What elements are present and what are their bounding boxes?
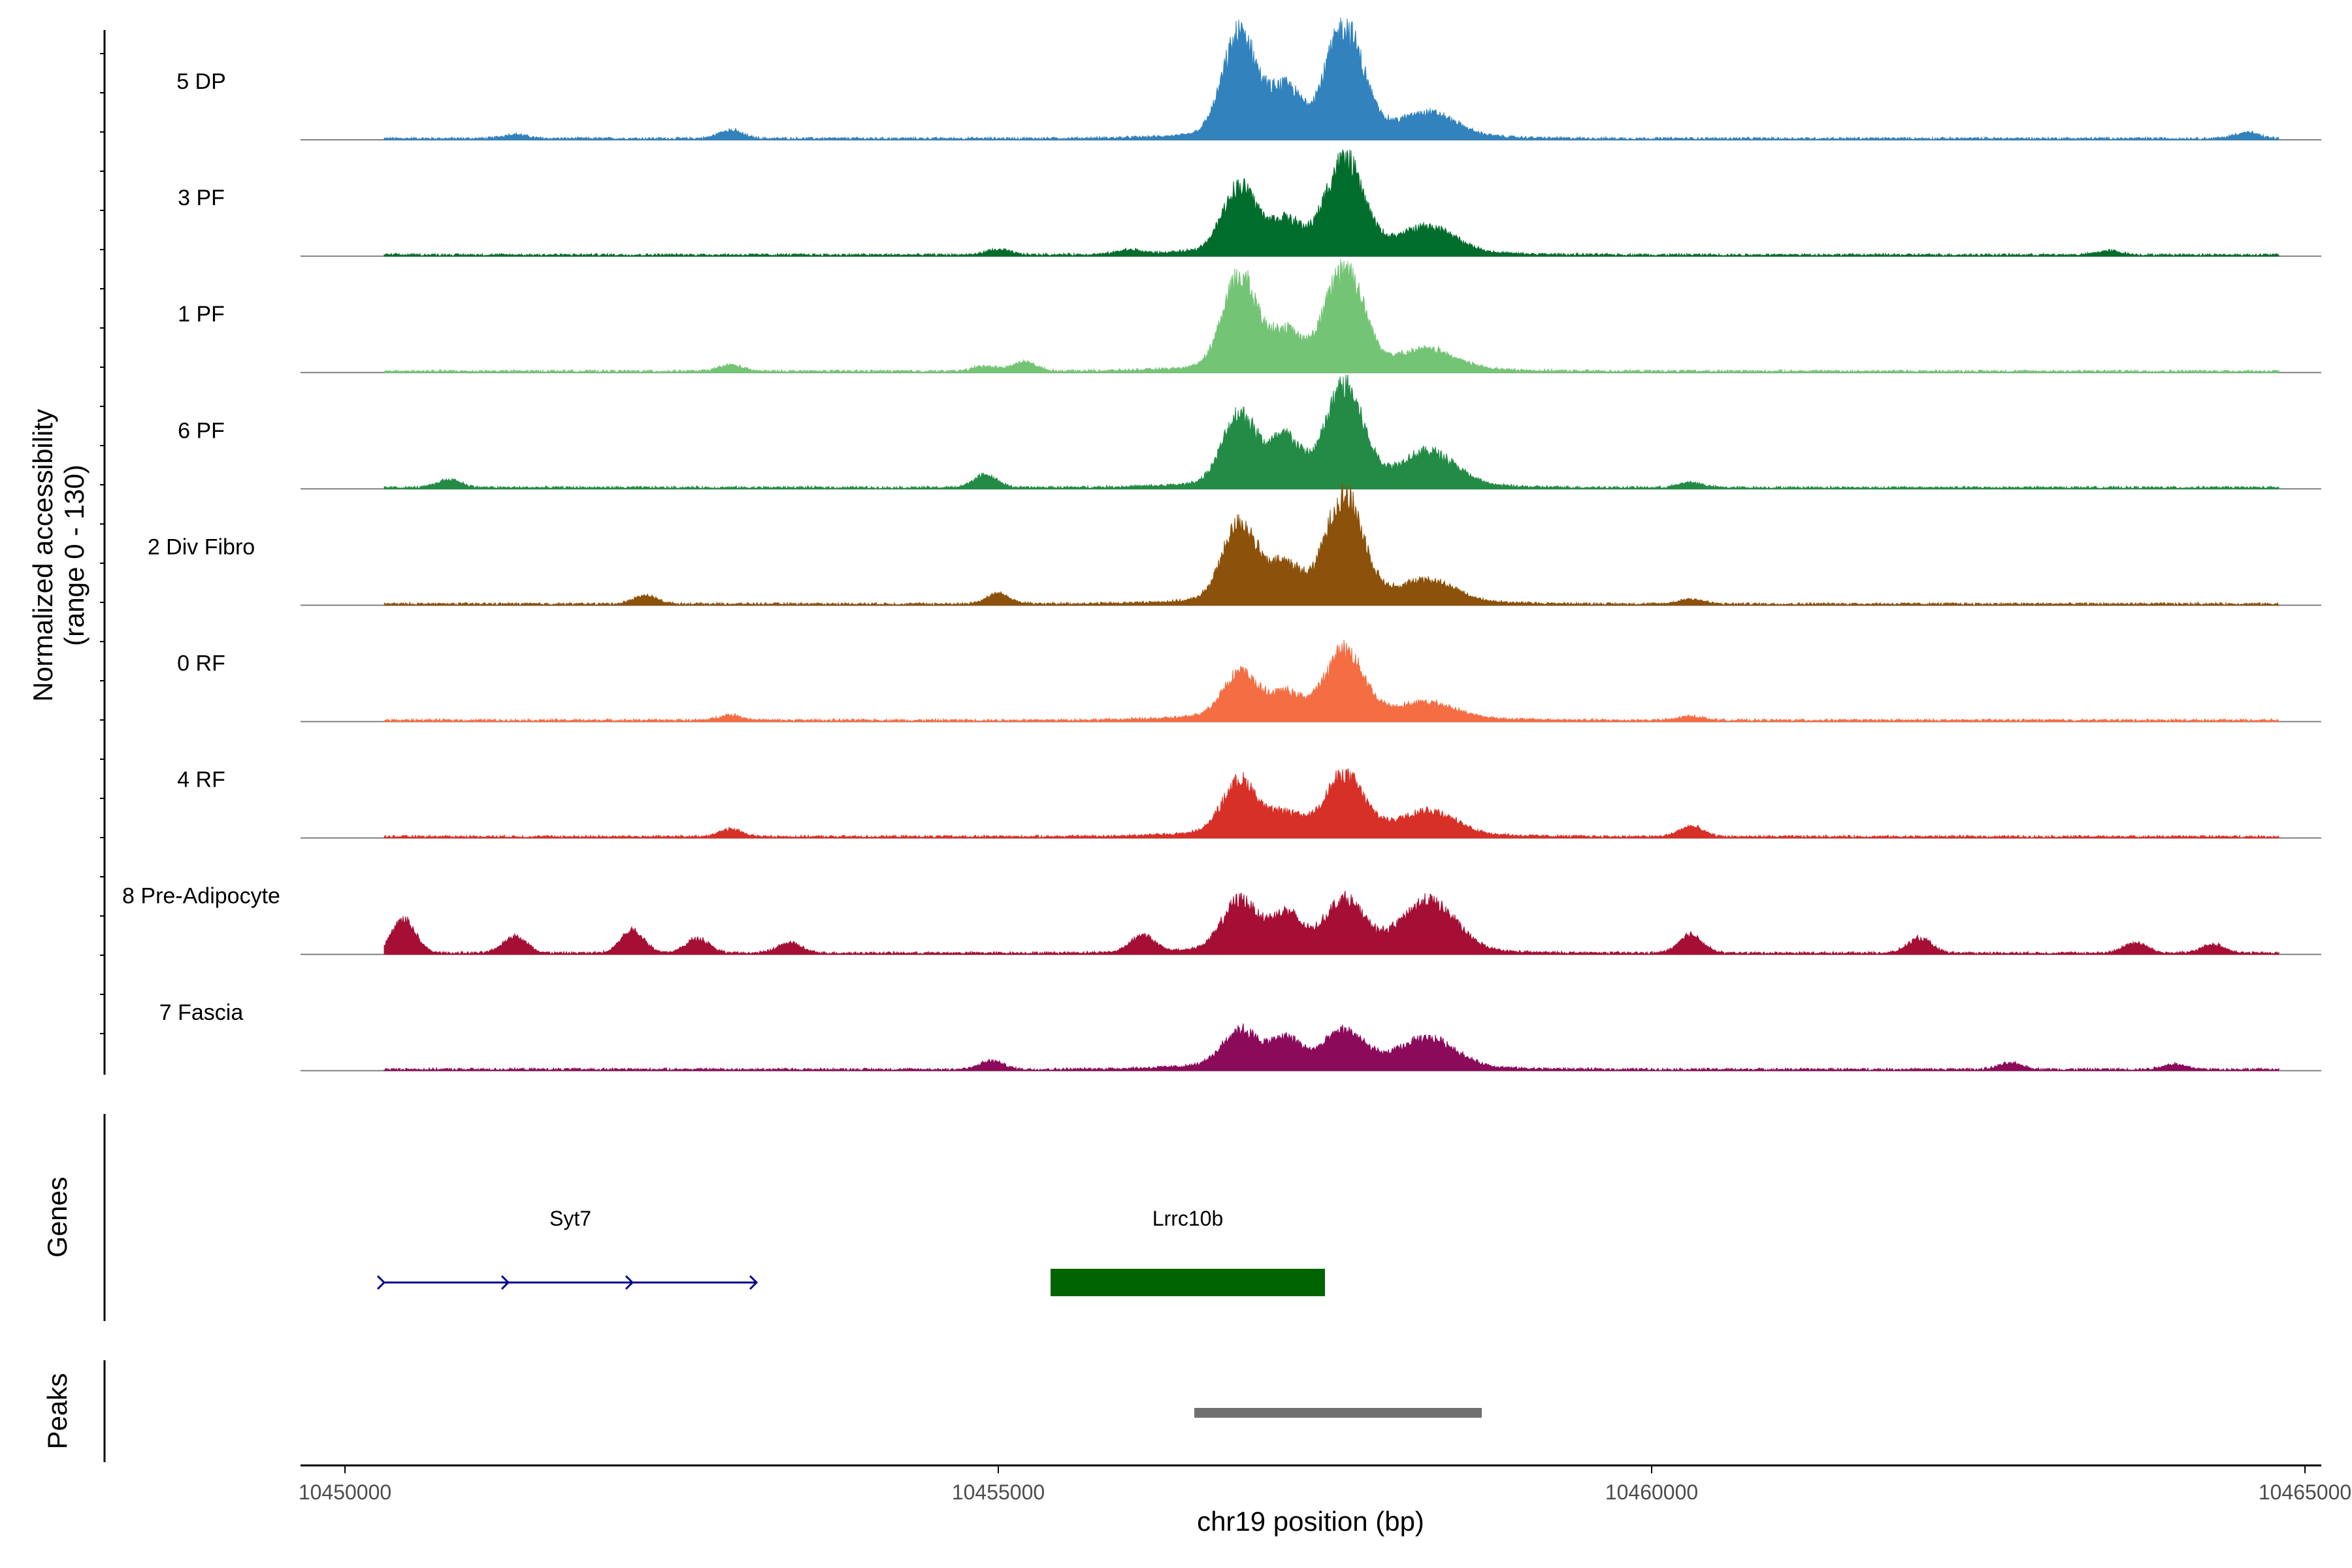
x-axis-title: chr19 position (bp) <box>1197 1506 1424 1537</box>
gene-lrrc10b: Lrrc10b <box>1051 1207 1325 1296</box>
track-3-pf: 3 PF <box>178 148 2321 257</box>
coverage-area-4-rf <box>384 768 2279 840</box>
x-tick-label: 10460000 <box>1605 1480 1698 1504</box>
track-label-2-div-fibro: 2 Div Fibro <box>148 534 255 559</box>
track-7-fascia: 7 Fascia <box>159 1000 2321 1072</box>
track-5-dp: 5 DP <box>176 17 2321 141</box>
coverage-area-8-pre-adipocyte <box>384 890 2279 956</box>
track-0-rf: 0 RF <box>177 640 2321 723</box>
peaks-track <box>1194 1408 1482 1418</box>
track-4-rf: 4 RF <box>177 768 2321 840</box>
track-8-pre-adipocyte: 8 Pre-Adipocyte <box>122 884 2321 956</box>
strand-arrow <box>500 1275 510 1290</box>
track-label-6-pf: 6 PF <box>178 418 225 443</box>
x-axis-ticks: 10450000 10455000 10460000 10465000 <box>299 1465 2351 1504</box>
x-tick-label: 10450000 <box>299 1480 391 1504</box>
coverage-y-ticks <box>100 53 105 1034</box>
coverage-area-5-dp <box>384 17 2279 141</box>
coverage-area-6-pf <box>384 374 2279 491</box>
coverage-area-1-pf <box>384 259 2279 374</box>
track-label-0-rf: 0 RF <box>177 651 225 676</box>
gene-label-lrrc10b: Lrrc10b <box>1152 1207 1224 1230</box>
gene-body-lrrc10b <box>1051 1269 1325 1296</box>
genes-track: Syt7 Lrrc10b <box>376 1207 1325 1296</box>
coverage-tracks: 5 DP 3 PF 1 PF 6 PF 2 Div Fibro 0 RF 4 RF 8 Pre… <box>122 17 2321 1072</box>
coverage-area-2-div-fibro <box>384 483 2280 606</box>
track-label-1-pf: 1 PF <box>178 302 225 327</box>
track-6-pf: 6 PF <box>178 374 2321 491</box>
gene-syt7: Syt7 <box>376 1207 759 1290</box>
x-tick-label: 10455000 <box>952 1480 1045 1504</box>
peaks-panel-title: Peaks <box>42 1373 73 1450</box>
track-label-4-rf: 4 RF <box>177 768 225 792</box>
track-label-5-dp: 5 DP <box>176 69 226 94</box>
y-axis-title: Normalized accessibility <box>27 409 58 702</box>
coverage-area-3-pf <box>384 148 2279 257</box>
track-label-8-pre-adipocyte: 8 Pre-Adipocyte <box>122 884 280 909</box>
coverage-area-0-rf <box>384 640 2279 723</box>
x-tick-label: 10465000 <box>2259 1480 2351 1504</box>
strand-arrow <box>376 1275 386 1290</box>
track-label-7-fascia: 7 Fascia <box>159 1000 244 1025</box>
track-1-pf: 1 PF <box>178 259 2321 374</box>
genes-panel-title: Genes <box>42 1177 73 1258</box>
track-label-3-pf: 3 PF <box>178 186 225 210</box>
peak-region <box>1194 1408 1482 1418</box>
y-axis-subtitle: (range 0 - 130) <box>59 465 90 646</box>
strand-arrow <box>625 1275 634 1290</box>
gene-label-syt7: Syt7 <box>549 1207 591 1230</box>
strand-arrow <box>749 1275 759 1290</box>
coverage-area-7-fascia <box>384 1023 2279 1072</box>
track-2-div-fibro: 2 Div Fibro <box>148 483 2321 606</box>
